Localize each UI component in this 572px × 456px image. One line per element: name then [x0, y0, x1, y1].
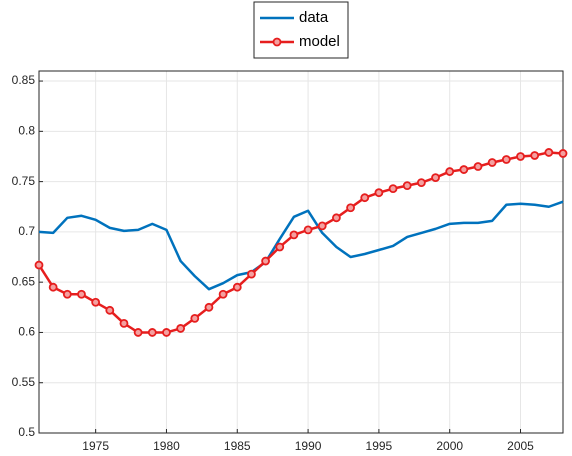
marker — [91, 297, 101, 307]
marker — [558, 149, 568, 158]
marker — [317, 221, 327, 231]
x-tick-label: 2000 — [436, 439, 463, 453]
marker — [530, 151, 540, 160]
x-tick-label: 1975 — [82, 439, 109, 453]
marker — [360, 193, 370, 203]
marker — [48, 282, 58, 292]
y-tick-label: 0.85 — [12, 73, 36, 87]
marker — [459, 165, 469, 174]
series-line — [38, 200, 564, 291]
y-tick-label: 0.8 — [18, 124, 35, 138]
marker — [204, 302, 214, 312]
marker — [431, 173, 440, 182]
y-tick-label: 0.55 — [12, 375, 36, 389]
marker — [289, 230, 299, 240]
x-tick-label: 1990 — [295, 439, 322, 453]
y-tick-label: 0.65 — [12, 274, 36, 288]
marker — [275, 242, 285, 252]
marker — [147, 328, 157, 337]
x-tick-label: 1980 — [153, 439, 180, 453]
marker — [516, 152, 525, 161]
legend-marker — [272, 37, 282, 47]
marker — [133, 328, 143, 337]
legend-label: data — [299, 9, 329, 26]
marker — [77, 289, 86, 299]
marker — [162, 328, 171, 337]
marker — [416, 178, 426, 188]
marker — [487, 158, 497, 167]
marker — [190, 313, 200, 323]
marker — [218, 289, 228, 299]
marker — [402, 181, 412, 191]
x-tick-label: 1995 — [366, 439, 393, 453]
marker — [374, 188, 384, 198]
marker — [62, 289, 72, 299]
y-tick-label: 0.7 — [18, 224, 35, 238]
y-tick-label: 0.75 — [12, 174, 36, 188]
axes-box — [38, 70, 564, 434]
y-tick-label: 0.5 — [18, 425, 35, 439]
x-tick-label: 1985 — [224, 439, 251, 453]
marker — [445, 167, 455, 176]
legend-box — [253, 1, 349, 59]
marker — [119, 318, 129, 328]
marker — [34, 260, 44, 270]
marker — [346, 203, 355, 213]
marker — [544, 148, 554, 157]
marker — [303, 225, 313, 235]
legend-label: model — [299, 33, 340, 50]
marker — [176, 324, 186, 333]
marker — [232, 282, 242, 292]
marker — [332, 213, 341, 223]
marker — [105, 305, 115, 315]
marker — [473, 162, 483, 171]
x-tick-label: 2005 — [507, 439, 534, 453]
marker — [388, 184, 398, 194]
marker — [261, 256, 270, 266]
marker — [247, 269, 256, 279]
marker — [501, 155, 511, 164]
y-tick-label: 0.6 — [18, 325, 35, 339]
plot-area — [39, 71, 563, 433]
